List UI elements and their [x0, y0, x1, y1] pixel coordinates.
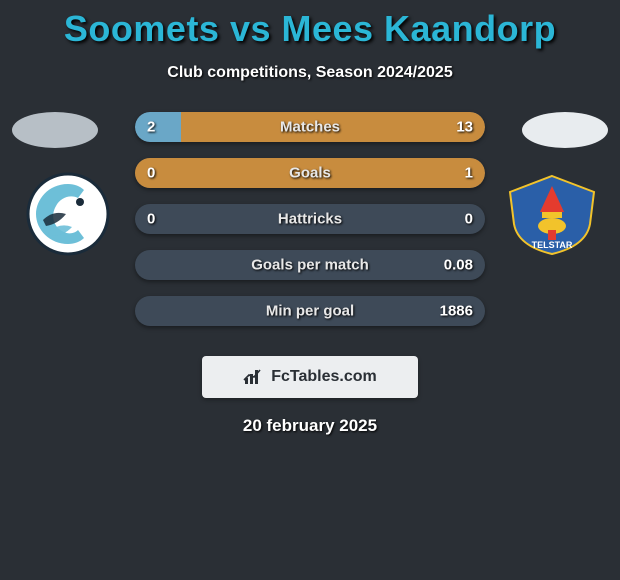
source-label: FcTables.com — [271, 368, 377, 386]
page-title: Soomets vs Mees Kaandorp — [0, 0, 620, 50]
team-logo-right: TELSTAR — [502, 172, 602, 257]
stat-bars: 2 Matches 13 0 Goals 1 0 Hattricks 0 Goals per ma… — [135, 112, 485, 342]
stat-label: Goals per match — [251, 257, 369, 274]
stat-bar: Goals per match 0.08 — [135, 250, 485, 280]
subtitle: Club competitions, Season 2024/2025 — [0, 64, 620, 82]
team-logo-left — [18, 172, 118, 257]
stat-label: Goals — [289, 165, 331, 182]
svg-text:TELSTAR: TELSTAR — [532, 240, 573, 250]
stat-value-right: 0 — [465, 211, 473, 228]
player-marker-left — [12, 112, 98, 148]
stat-value-left: 0 — [147, 211, 155, 228]
stat-value-right: 1886 — [440, 303, 473, 320]
stat-value-right: 1 — [465, 165, 473, 182]
player-marker-right — [522, 112, 608, 148]
chart-icon — [243, 368, 265, 386]
stat-bar: Min per goal 1886 — [135, 296, 485, 326]
stat-label: Hattricks — [278, 211, 342, 228]
stat-bar: 0 Goals 1 — [135, 158, 485, 188]
stat-bar: 0 Hattricks 0 — [135, 204, 485, 234]
stat-value-right: 0.08 — [444, 257, 473, 274]
date-label: 20 february 2025 — [0, 416, 620, 436]
stat-value-right: 13 — [456, 119, 473, 136]
stat-value-left: 2 — [147, 119, 155, 136]
stat-label: Min per goal — [266, 303, 354, 320]
stat-fill-left — [135, 112, 181, 142]
stat-bar: 2 Matches 13 — [135, 112, 485, 142]
source-badge: FcTables.com — [202, 356, 418, 398]
stat-label: Matches — [280, 119, 340, 136]
comparison-area: TELSTAR 2 Matches 13 0 Goals 1 0 Hattricks 0 Goal… — [0, 112, 620, 342]
stat-value-left: 0 — [147, 165, 155, 182]
